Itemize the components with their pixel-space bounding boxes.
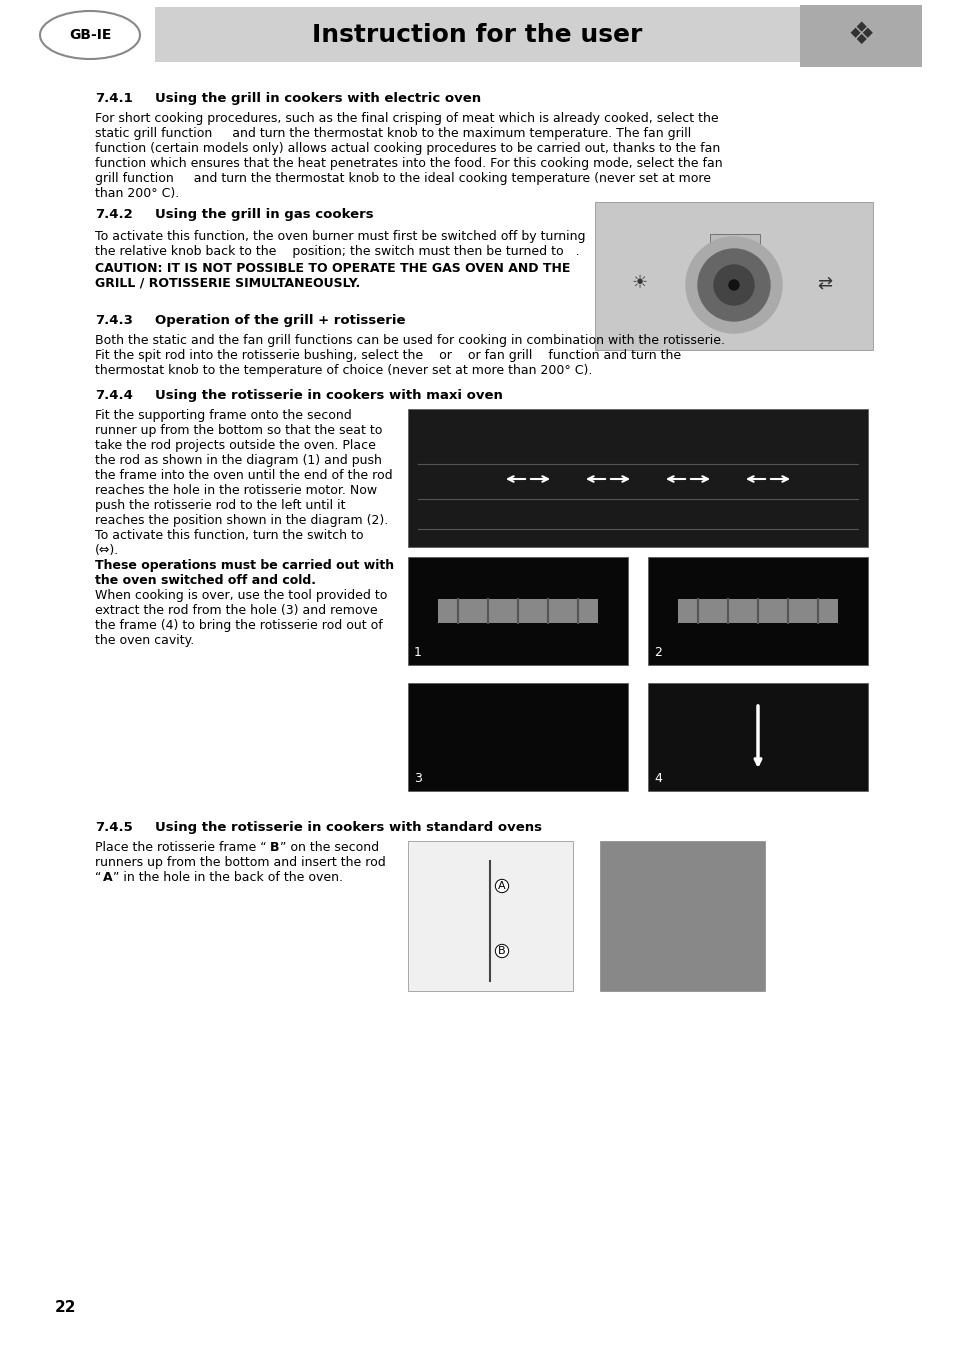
Text: thermostat knob to the temperature of choice (never set at more than 200° C).: thermostat knob to the temperature of ch… <box>95 364 592 377</box>
Circle shape <box>698 248 769 321</box>
Text: 3: 3 <box>414 772 421 784</box>
Text: runner up from the bottom so that the seat to: runner up from the bottom so that the se… <box>95 424 382 437</box>
Bar <box>154 7 800 62</box>
Text: extract the rod from the hole (3) and remove: extract the rod from the hole (3) and re… <box>95 603 377 617</box>
Text: ❖: ❖ <box>846 20 874 50</box>
Text: 7.4.1: 7.4.1 <box>95 92 132 105</box>
Bar <box>647 558 867 666</box>
Bar <box>599 841 764 991</box>
Text: ⇄: ⇄ <box>817 274 832 292</box>
Text: 7.4.4: 7.4.4 <box>95 389 132 402</box>
Text: To activate this function, the oven burner must first be switched off by turning: To activate this function, the oven burn… <box>95 230 585 243</box>
Text: These operations must be carried out with: These operations must be carried out wit… <box>95 559 394 572</box>
Bar <box>800 5 921 68</box>
Bar <box>408 841 573 991</box>
Text: GB-IE: GB-IE <box>69 28 112 42</box>
Text: static grill function     and turn the thermostat knob to the maximum temperatur: static grill function and turn the therm… <box>95 127 691 140</box>
Bar <box>595 202 872 350</box>
Text: push the rotisserie rod to the left until it: push the rotisserie rod to the left unti… <box>95 500 345 512</box>
Bar <box>408 683 627 791</box>
Text: (⇔).: (⇔). <box>95 544 119 558</box>
Text: reaches the hole in the rotisserie motor. Now: reaches the hole in the rotisserie motor… <box>95 485 376 497</box>
Text: B: B <box>270 841 279 855</box>
Text: the frame (4) to bring the rotisserie rod out of: the frame (4) to bring the rotisserie ro… <box>95 620 382 632</box>
Text: Fit the supporting frame onto the second: Fit the supporting frame onto the second <box>95 409 352 423</box>
Text: the oven cavity.: the oven cavity. <box>95 634 194 647</box>
Text: GRILL / ROTISSERIE SIMULTANEOUSLY.: GRILL / ROTISSERIE SIMULTANEOUSLY. <box>95 277 360 290</box>
Text: function (certain models only) allows actual cooking procedures to be carried ou: function (certain models only) allows ac… <box>95 142 720 155</box>
Text: runners up from the bottom and insert the rod: runners up from the bottom and insert th… <box>95 856 385 869</box>
Text: the frame into the oven until the end of the rod: the frame into the oven until the end of… <box>95 468 393 482</box>
Text: 7.4.5: 7.4.5 <box>95 821 132 834</box>
Text: function which ensures that the heat penetrates into the food. For this cooking : function which ensures that the heat pen… <box>95 157 721 170</box>
Text: reaches the position shown in the diagram (2).: reaches the position shown in the diagra… <box>95 514 388 526</box>
Text: Both the static and the fan grill functions can be used for cooking in combinati: Both the static and the fan grill functi… <box>95 333 724 347</box>
Text: “: “ <box>95 871 101 884</box>
Text: For short cooking procedures, such as the final crisping of meat which is alread: For short cooking procedures, such as th… <box>95 112 718 126</box>
Text: B: B <box>497 946 505 956</box>
Text: To activate this function, turn the switch to: To activate this function, turn the swit… <box>95 529 363 541</box>
Text: 7.4.3: 7.4.3 <box>95 315 132 327</box>
Text: CAUTION: IT IS NOT POSSIBLE TO OPERATE THE GAS OVEN AND THE: CAUTION: IT IS NOT POSSIBLE TO OPERATE T… <box>95 262 570 275</box>
Text: 22: 22 <box>55 1300 76 1315</box>
Bar <box>678 599 837 622</box>
Text: ☀: ☀ <box>631 274 647 292</box>
Text: Using the grill in gas cookers: Using the grill in gas cookers <box>154 208 374 221</box>
Bar <box>408 409 867 547</box>
Text: Instruction for the user: Instruction for the user <box>312 23 641 47</box>
Bar <box>437 599 598 622</box>
Text: the rod as shown in the diagram (1) and push: the rod as shown in the diagram (1) and … <box>95 454 381 467</box>
Bar <box>408 558 627 666</box>
Bar <box>647 683 867 791</box>
Text: 4: 4 <box>654 772 661 784</box>
Text: Operation of the grill + rotisserie: Operation of the grill + rotisserie <box>154 315 405 327</box>
Text: 2: 2 <box>654 647 661 659</box>
Text: the oven switched off and cold.: the oven switched off and cold. <box>95 574 315 587</box>
Text: Place the rotisserie frame “: Place the rotisserie frame “ <box>95 841 266 855</box>
Text: the relative knob back to the    position; the switch must then be turned to   .: the relative knob back to the position; … <box>95 244 579 258</box>
Text: A: A <box>103 871 112 884</box>
Bar <box>709 234 760 252</box>
Text: ” on the second: ” on the second <box>280 841 378 855</box>
Circle shape <box>713 265 753 305</box>
Text: grill function     and turn the thermostat knob to the ideal cooking temperature: grill function and turn the thermostat k… <box>95 171 710 185</box>
Ellipse shape <box>40 11 140 59</box>
Text: Using the rotisserie in cookers with standard ovens: Using the rotisserie in cookers with sta… <box>154 821 541 834</box>
Text: 1: 1 <box>414 647 421 659</box>
Circle shape <box>685 238 781 333</box>
Text: 7.4.2: 7.4.2 <box>95 208 132 221</box>
Text: When cooking is over, use the tool provided to: When cooking is over, use the tool provi… <box>95 589 387 602</box>
Circle shape <box>728 279 739 290</box>
Text: Using the grill in cookers with electric oven: Using the grill in cookers with electric… <box>154 92 480 105</box>
Text: than 200° C).: than 200° C). <box>95 188 179 200</box>
Text: ” in the hole in the back of the oven.: ” in the hole in the back of the oven. <box>112 871 343 884</box>
Text: Using the rotisserie in cookers with maxi oven: Using the rotisserie in cookers with max… <box>154 389 502 402</box>
Text: take the rod projects outside the oven. Place: take the rod projects outside the oven. … <box>95 439 375 452</box>
Text: A: A <box>497 882 505 891</box>
Text: Fit the spit rod into the rotisserie bushing, select the    or    or fan grill  : Fit the spit rod into the rotisserie bus… <box>95 350 680 362</box>
